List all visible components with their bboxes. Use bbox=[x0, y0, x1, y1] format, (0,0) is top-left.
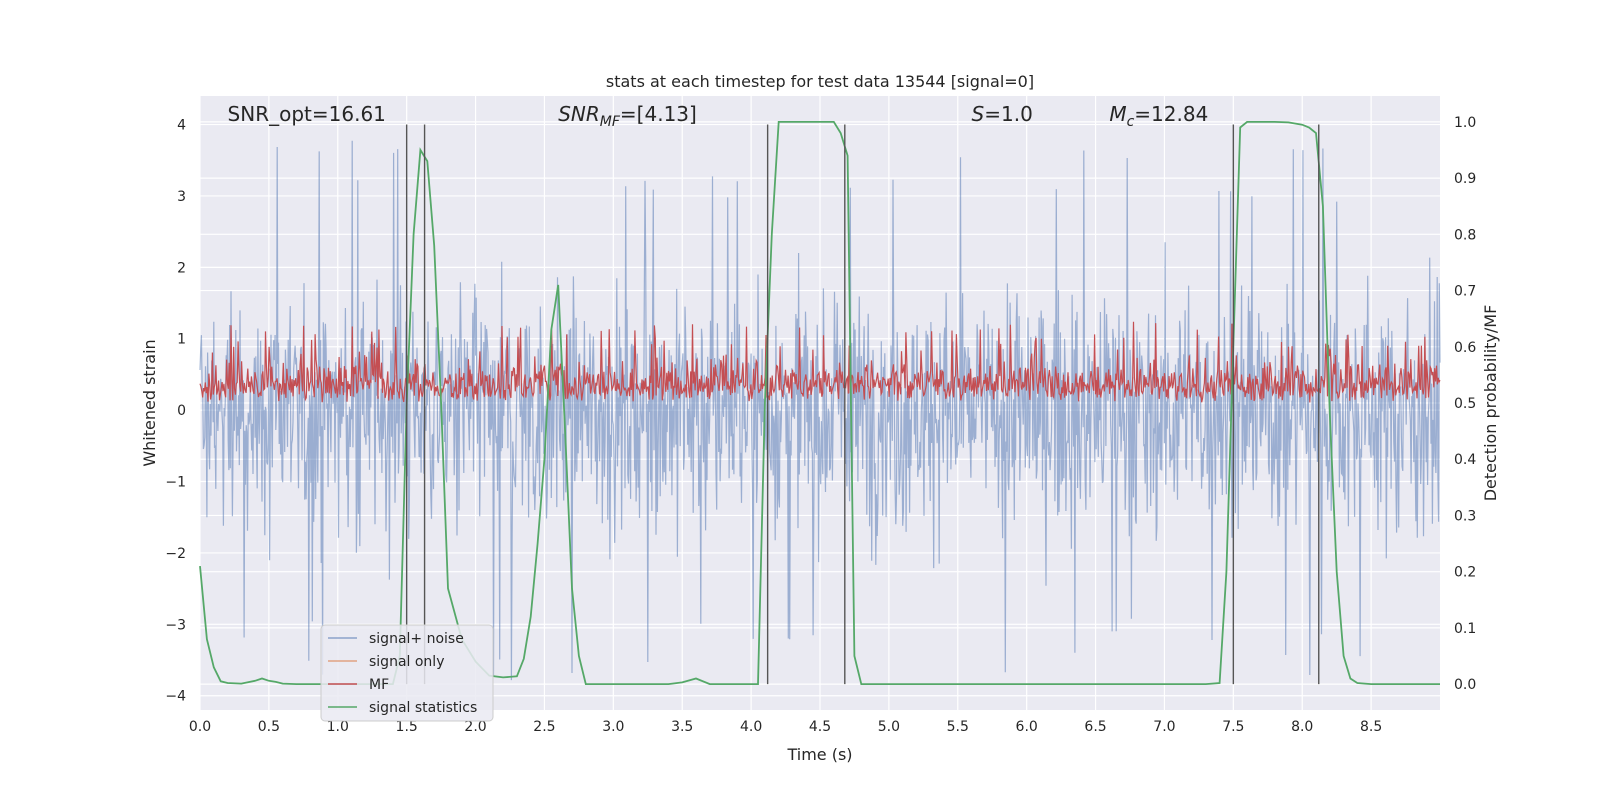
y-left-tick-label: 1 bbox=[177, 332, 186, 348]
legend-box bbox=[320, 624, 494, 722]
x-tick-label: 0.0 bbox=[189, 719, 211, 735]
legend: signal+ noise signal only MF signal stat… bbox=[320, 624, 494, 722]
x-tick-label: 0.5 bbox=[258, 719, 280, 735]
legend-label-mf: MF bbox=[369, 677, 389, 693]
y-left-tick-label: 3 bbox=[177, 189, 186, 205]
x-tick-label: 8.0 bbox=[1291, 719, 1313, 735]
y-right-tick-label: 1.0 bbox=[1454, 115, 1476, 131]
x-tick-label: 7.0 bbox=[1153, 719, 1175, 735]
legend-label-signal-noise: signal+ noise bbox=[369, 631, 464, 647]
annotations: SNR_opt=16.61 SNRMF=[4.13] S=1.0 Mc=12.84 bbox=[228, 102, 1209, 130]
legend-label-signal-statistics: signal statistics bbox=[369, 700, 477, 716]
annotation-0: SNR_opt=16.61 bbox=[228, 102, 386, 126]
x-tick-label: 4.0 bbox=[740, 719, 762, 735]
x-tick-label: 8.5 bbox=[1360, 719, 1382, 735]
x-tick-label: 2.5 bbox=[533, 719, 555, 735]
y-left-tick-label: −2 bbox=[165, 546, 186, 562]
x-tick-label: 1.0 bbox=[327, 719, 349, 735]
y-right-tick-label: 0.6 bbox=[1454, 340, 1476, 356]
x-tick-label: 6.0 bbox=[1016, 719, 1038, 735]
annotation-2: S=1.0 bbox=[972, 102, 1033, 126]
x-tick-label: 7.5 bbox=[1222, 719, 1244, 735]
y-left-tick-label: 0 bbox=[177, 403, 186, 419]
annotation-3: Mc=12.84 bbox=[1109, 102, 1208, 130]
x-tick-label: 5.5 bbox=[947, 719, 969, 735]
legend-label-signal-only: signal only bbox=[369, 654, 444, 670]
y-left-tick-label: −4 bbox=[165, 689, 186, 705]
y-left-tick-label: 2 bbox=[177, 260, 186, 276]
y-axis-label-right: Detection probability/MF bbox=[1481, 305, 1500, 502]
chart-title: stats at each timestep for test data 135… bbox=[606, 72, 1034, 91]
y-right-tick-label: 0.9 bbox=[1454, 171, 1476, 187]
y-right-tick-label: 0.5 bbox=[1454, 396, 1476, 412]
y-right-tick-label: 0.0 bbox=[1454, 677, 1476, 693]
ticks: 0.0 0.5 1.0 1.5 2.0 2.5 3.0 3.5 4.0 4.5 5.0 5.5 6.0 6… bbox=[165, 115, 1476, 735]
y-axis-label-left: Whitened strain bbox=[140, 339, 159, 466]
y-right-tick-label: 0.1 bbox=[1454, 621, 1476, 637]
vertical-lines bbox=[405, 124, 1320, 685]
x-tick-label: 5.0 bbox=[878, 719, 900, 735]
x-tick-label: 6.5 bbox=[1084, 719, 1106, 735]
y-left-tick-label: −1 bbox=[165, 475, 186, 491]
x-tick-label: 3.0 bbox=[602, 719, 624, 735]
y-right-tick-label: 0.3 bbox=[1454, 508, 1476, 524]
x-axis-label: Time (s) bbox=[786, 745, 852, 764]
y-right-tick-label: 0.8 bbox=[1454, 227, 1476, 243]
y-left-tick-label: −3 bbox=[165, 617, 186, 633]
annotation-1: SNRMF=[4.13] bbox=[558, 102, 697, 130]
x-tick-label: 3.5 bbox=[671, 719, 693, 735]
y-right-tick-label: 0.4 bbox=[1454, 452, 1476, 468]
x-tick-label: 2.0 bbox=[464, 719, 486, 735]
y-right-tick-label: 0.2 bbox=[1454, 565, 1476, 581]
y-right-tick-label: 0.7 bbox=[1454, 284, 1476, 300]
x-tick-label: 4.5 bbox=[809, 719, 831, 735]
y-left-tick-label: 4 bbox=[177, 118, 186, 134]
x-tick-label: 1.5 bbox=[396, 719, 418, 735]
